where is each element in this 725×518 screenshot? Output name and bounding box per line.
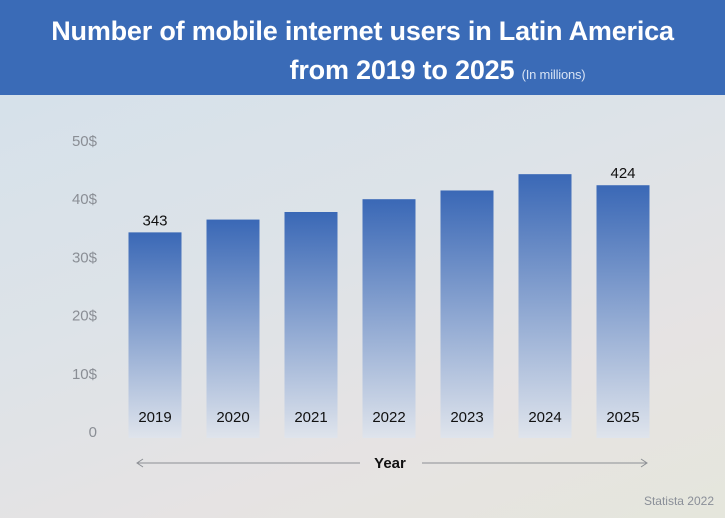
- y-tick-label-400: 40$: [72, 191, 98, 208]
- x-tick-label-2024: 2024: [528, 409, 561, 426]
- chart-title-line2: from 2019 to 2025 (In millions): [0, 55, 725, 86]
- chart-title-years: from 2019 to 2025: [289, 55, 515, 85]
- chart-subtitle: (In millions): [521, 67, 586, 82]
- bar-2024: [518, 174, 572, 438]
- y-tick-label-500: 50$: [72, 133, 98, 150]
- y-tick-label-0: 0: [89, 424, 97, 441]
- x-tick-label-2019: 2019: [138, 409, 171, 426]
- bar-2022: [362, 199, 416, 438]
- bar-2025: [596, 185, 650, 438]
- axis-arrow-left-head: [136, 458, 144, 468]
- data-label-2019: 343: [142, 212, 167, 229]
- axis-arrow-right-head: [640, 458, 648, 468]
- bar-2019: [128, 232, 182, 438]
- x-tick-label-2023: 2023: [450, 409, 483, 426]
- source-credit: Statista 2022: [643, 494, 714, 508]
- x-tick-label-2020: 2020: [216, 409, 249, 426]
- chart-title-line1: Number of mobile internet users in Latin…: [51, 16, 674, 46]
- x-tick-label-2021: 2021: [294, 409, 327, 426]
- data-label-2025: 424: [610, 165, 635, 182]
- x-tick-label-2025: 2025: [606, 409, 639, 426]
- chart-header: Number of mobile internet users in Latin…: [0, 0, 725, 95]
- bar-2021: [284, 212, 338, 438]
- x-axis-title: Year: [374, 455, 406, 472]
- bar-2020: [206, 219, 260, 438]
- y-tick-label-300: 30$: [72, 249, 98, 266]
- bar-2023: [440, 190, 494, 438]
- x-tick-label-2022: 2022: [372, 409, 405, 426]
- y-tick-label-100: 10$: [72, 366, 98, 383]
- y-tick-label-200: 20$: [72, 308, 98, 325]
